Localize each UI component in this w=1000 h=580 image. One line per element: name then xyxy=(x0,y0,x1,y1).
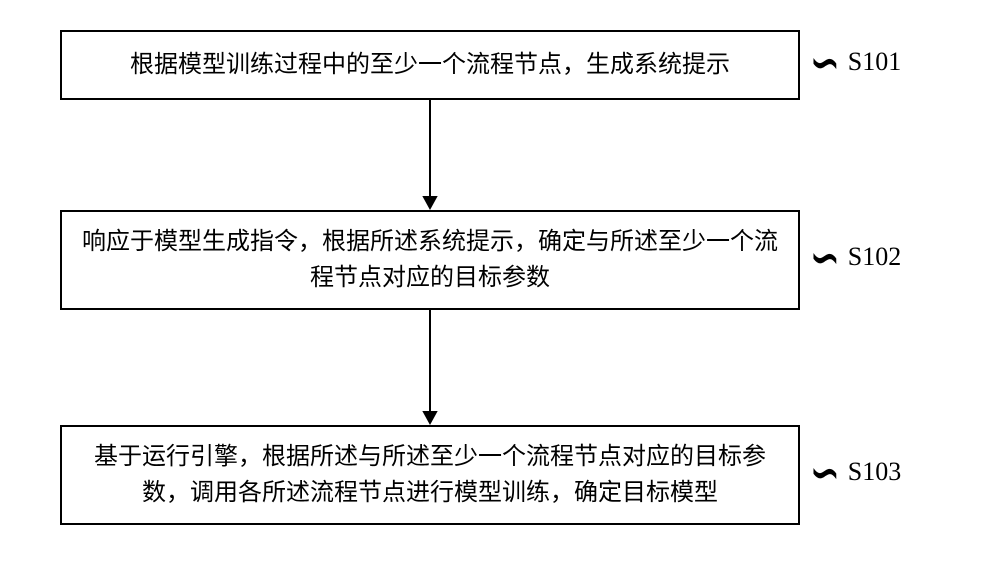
connector-tilde-icon: ∽ xyxy=(810,24,841,102)
step-label: ∽S101 xyxy=(814,47,901,78)
flowchart-canvas: 根据模型训练过程中的至少一个流程节点，生成系统提示∽S101响应于模型生成指令，… xyxy=(0,0,1000,580)
node-text: 根据模型训练过程中的至少一个流程节点，生成系统提示 xyxy=(130,47,730,83)
step-label: ∽S103 xyxy=(814,457,901,488)
node-text: 基于运行引擎，根据所述与所述至少一个流程节点对应的目标参数，调用各所述流程节点进… xyxy=(82,439,778,511)
step-code: S102 xyxy=(848,242,901,272)
connector-tilde-icon: ∽ xyxy=(810,434,841,512)
step-code: S101 xyxy=(848,47,901,77)
node-text: 响应于模型生成指令，根据所述系统提示，确定与所述至少一个流程节点对应的目标参数 xyxy=(82,224,778,296)
flowchart-node: 根据模型训练过程中的至少一个流程节点，生成系统提示 xyxy=(60,30,800,100)
step-code: S103 xyxy=(848,457,901,487)
step-label: ∽S102 xyxy=(814,242,901,273)
connector-tilde-icon: ∽ xyxy=(810,219,841,297)
flowchart-node: 响应于模型生成指令，根据所述系统提示，确定与所述至少一个流程节点对应的目标参数 xyxy=(60,210,800,310)
flowchart-arrow xyxy=(416,100,444,210)
flowchart-node: 基于运行引擎，根据所述与所述至少一个流程节点对应的目标参数，调用各所述流程节点进… xyxy=(60,425,800,525)
flowchart-arrow xyxy=(416,310,444,425)
